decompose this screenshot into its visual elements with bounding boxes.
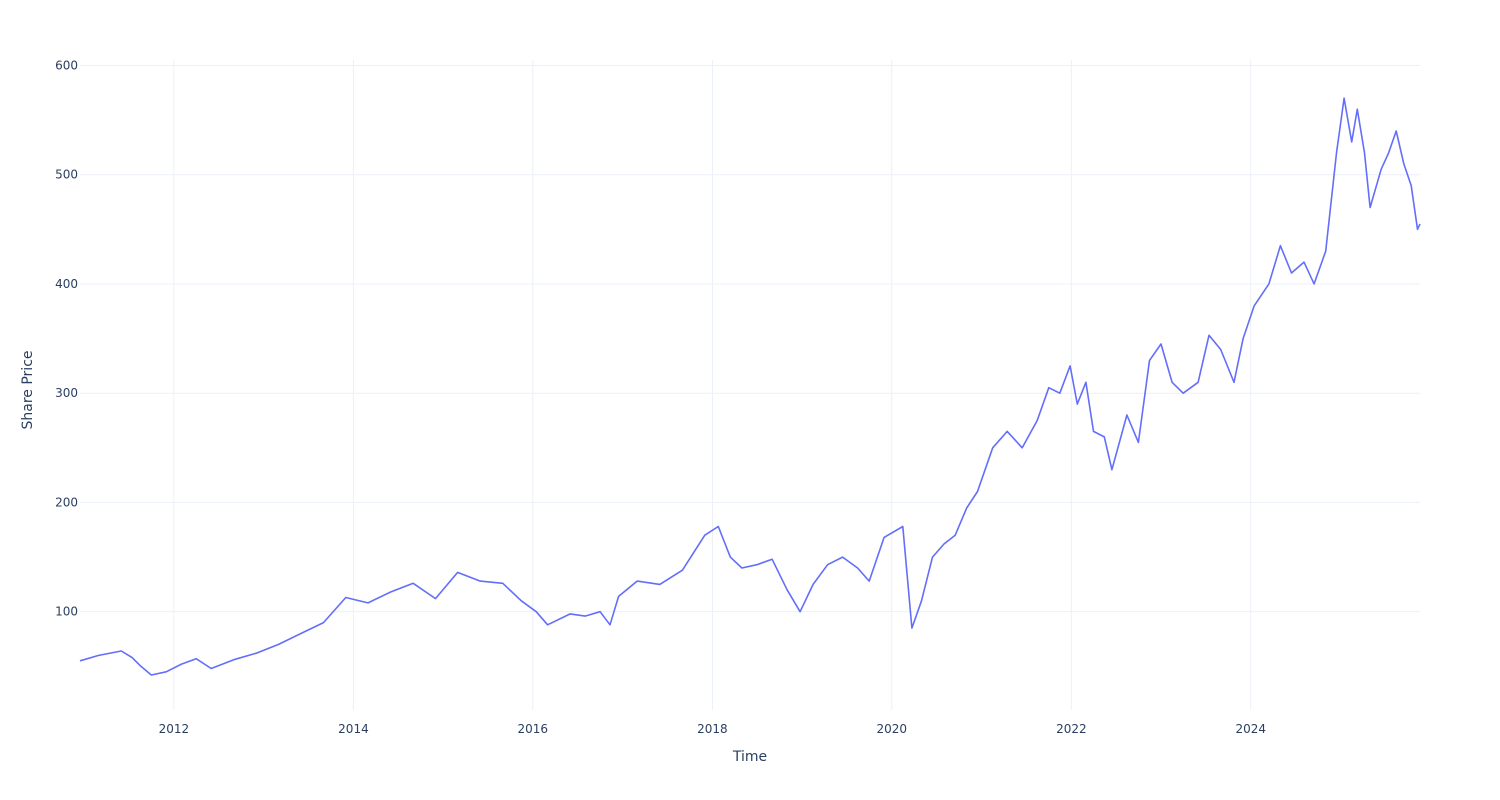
y-tick-label: 200 (55, 495, 78, 509)
x-tick-label: 2024 (1235, 722, 1266, 736)
y-tick-label: 300 (55, 386, 78, 400)
y-tick-labels: 100 200 300 400 500 600 (55, 58, 78, 618)
y-tick-label: 100 (55, 605, 78, 619)
x-tick-label: 2020 (876, 722, 907, 736)
share-price-series-line (79, 97, 1421, 676)
y-tick-label: 400 (55, 277, 78, 291)
x-tick-labels: 2012 2014 2016 2018 2020 2022 2024 (159, 722, 1266, 736)
y-gridlines (80, 64, 1420, 613)
y-tick-label: 500 (55, 168, 78, 182)
x-gridlines (173, 60, 1252, 710)
y-axis-title: Share Price (20, 350, 36, 429)
y-tick-label: 600 (55, 58, 78, 72)
x-tick-label: 2018 (697, 722, 728, 736)
x-tick-label: 2022 (1056, 722, 1087, 736)
x-axis-title: Time (732, 749, 767, 765)
x-tick-label: 2012 (159, 722, 190, 736)
x-tick-label: 2016 (518, 722, 549, 736)
x-tick-label: 2014 (338, 722, 369, 736)
